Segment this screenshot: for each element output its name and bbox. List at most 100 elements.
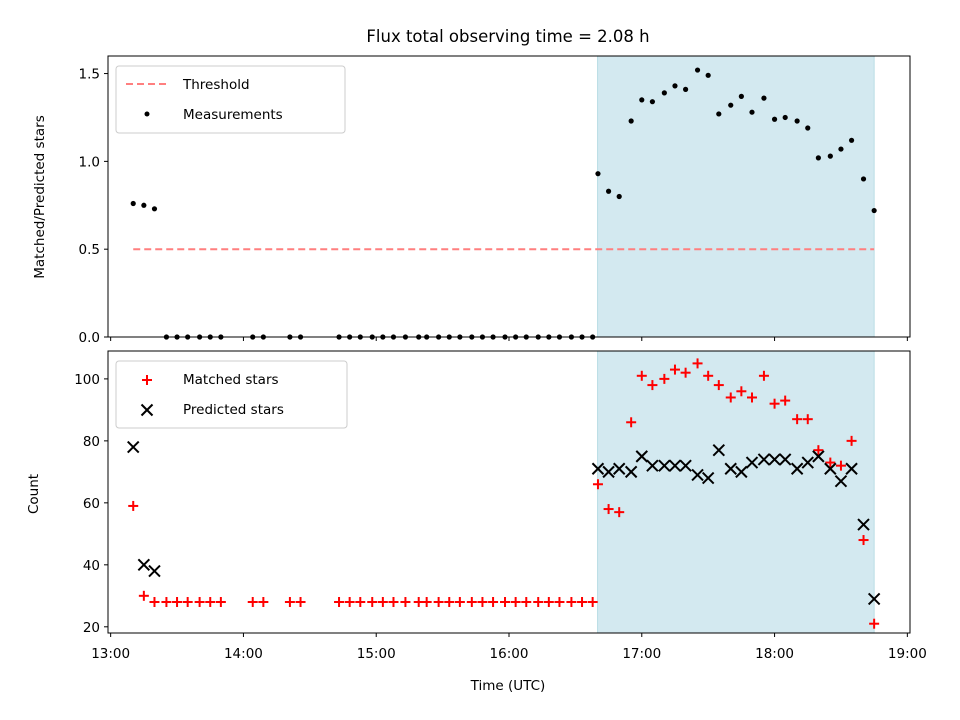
matched-point [533, 597, 544, 608]
legend-x-marker [140, 403, 154, 417]
measurement-point [694, 67, 701, 73]
predicted-point [602, 465, 615, 479]
cross-b [745, 456, 759, 469]
matched-point [813, 445, 824, 456]
matched-point [577, 597, 588, 608]
cross-b [834, 474, 848, 488]
matched-point [554, 597, 565, 608]
cross-b [658, 459, 671, 472]
cross-b [591, 462, 605, 475]
predicted-point [801, 456, 814, 469]
cross-b [635, 450, 648, 463]
matched-point [258, 597, 269, 608]
matched-point [869, 618, 880, 629]
legend-frame [115, 65, 346, 134]
x-tick-label: 14:00 [224, 646, 263, 662]
predicted-point [658, 459, 671, 472]
matched-point [466, 597, 477, 608]
matched-point [400, 597, 411, 608]
matched-point [647, 380, 658, 391]
count-legend: Matched stars Predicted stars [115, 360, 348, 429]
matched-point [421, 597, 432, 608]
cross-b [768, 453, 781, 466]
matched-point [835, 460, 846, 471]
cross-b [701, 471, 715, 485]
matched-point [172, 597, 183, 608]
cross-b [712, 443, 726, 457]
matched-point [543, 597, 554, 608]
legend-plus-marker [142, 375, 152, 385]
matched-point [736, 386, 747, 397]
legend-measurements-swatch [144, 111, 150, 117]
predicted-point [668, 459, 682, 472]
matched-point [444, 597, 455, 608]
matched-point [636, 370, 647, 381]
chart-title: Flux total observing time = 2.08 h [366, 27, 649, 46]
predicted-point [646, 459, 659, 472]
predicted-point [137, 558, 151, 572]
matched-point [161, 597, 172, 608]
cross-b [602, 465, 615, 479]
matched-point [592, 479, 603, 490]
predicted-point [691, 468, 704, 482]
y-tick-label: 0.0 [79, 330, 100, 346]
cross-b [646, 459, 659, 472]
matched-point [355, 597, 366, 608]
matched-point [846, 435, 857, 446]
matched-point [138, 590, 149, 601]
matched-point [215, 597, 226, 608]
matched-point [377, 597, 388, 608]
cross-b [140, 403, 154, 417]
measurement-point [848, 137, 855, 143]
measurement-point [639, 97, 645, 103]
measurement-point [661, 90, 667, 96]
cross-b [679, 459, 692, 472]
shaded-span [597, 55, 875, 338]
cross-b [812, 450, 825, 463]
measurement-point [605, 188, 612, 194]
matched-stars-series [128, 358, 880, 629]
predicted-point [127, 440, 140, 454]
measurement-point [805, 125, 811, 131]
measurement-point [871, 207, 877, 214]
matched-point [284, 597, 295, 608]
predicted-point [757, 453, 771, 466]
predicted-point [845, 462, 858, 475]
measurement-point [649, 99, 656, 105]
matched-point [247, 597, 258, 608]
predicted-stars-series [127, 440, 881, 606]
measurement-point [738, 93, 744, 99]
y-tick-label: 20 [83, 620, 100, 636]
predicted-point [701, 471, 715, 485]
measurement-point [682, 86, 689, 92]
predicted-point [635, 450, 648, 463]
x-tick-label: 19:00 [888, 646, 927, 662]
matched-point [802, 414, 813, 425]
measurement-point [771, 116, 778, 122]
ratio-legend: Threshold Measurements [115, 65, 346, 134]
matched-point [680, 367, 691, 378]
predicted-point [591, 462, 605, 475]
cross-b [857, 518, 870, 531]
cross-b [735, 465, 748, 479]
shaded-span [597, 350, 875, 634]
matched-point [587, 597, 598, 608]
measurements-series [130, 67, 877, 340]
ratio-x-ticks [110, 337, 908, 341]
cross-b [845, 462, 858, 475]
cross-b [801, 456, 814, 469]
cross-b [824, 462, 837, 475]
cross-b [148, 564, 161, 578]
x-tick-label: 17:00 [622, 646, 661, 662]
matched-point [295, 597, 306, 608]
legend-predicted-label: Predicted stars [183, 402, 284, 418]
measurement-point [672, 83, 678, 89]
matched-point [703, 370, 714, 381]
matched-point [194, 597, 205, 608]
predicted-point [679, 459, 692, 472]
x-tick-label: 18:00 [755, 646, 794, 662]
matched-point [746, 392, 757, 403]
matched-point [614, 507, 625, 518]
matched-point [433, 597, 444, 608]
cross-b [790, 462, 804, 475]
